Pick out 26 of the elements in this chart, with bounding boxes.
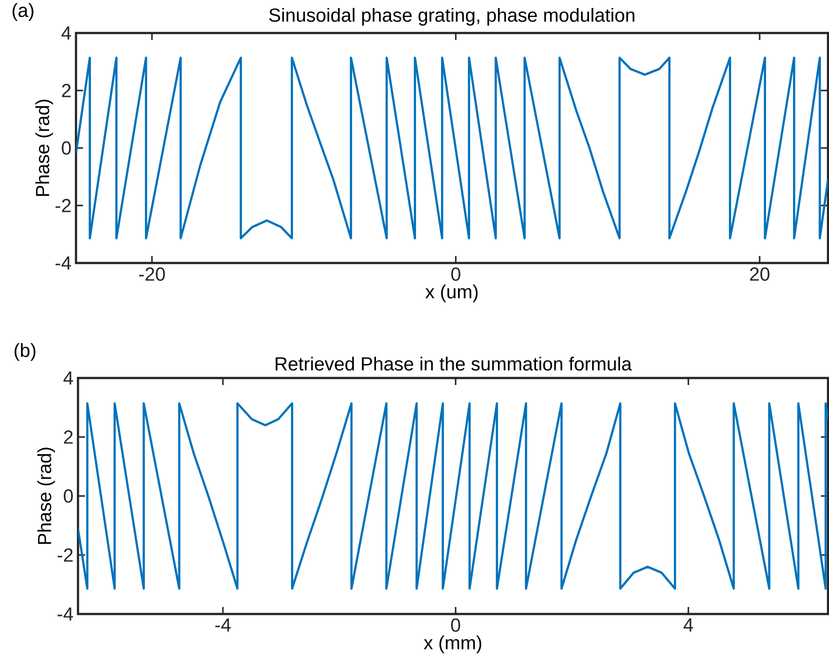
y-axis-title: Phase (rad) [37,448,56,544]
x-axis-title: x (mm) [424,636,482,654]
y-tick-label: 2 [64,430,73,444]
text: (b) [14,343,36,361]
y-tick-label: -4 [56,256,72,270]
y-axis-title: Phase (rad) [35,100,54,196]
y-tick-label: 4 [63,372,74,385]
x-tick-label: 4 [684,618,694,632]
x-tick-label: -20 [139,267,165,281]
x-tick-label: 0 [451,618,460,632]
x-tick-label: 0 [451,267,460,281]
y-tick-label: 0 [62,141,71,155]
y-tick-label: 2 [62,84,71,98]
y-tick-label: 4 [61,26,72,40]
line-series [76,56,828,240]
y-tick-label: -2 [56,198,71,212]
y-tick-label: 0 [64,489,73,503]
x-tick-label: 20 [750,267,770,281]
text: (a) [12,3,34,21]
y-tick-label: -2 [58,548,73,562]
y-tick-label: -4 [58,607,74,621]
chart-title: Sinusoidal phase grating, phase modulation [269,8,634,26]
line-series [78,402,828,590]
x-axis-title: x (um) [425,284,478,302]
chart-title: Retrieved Phase in the summation formula [276,356,632,371]
x-tick-label: -4 [215,618,231,632]
